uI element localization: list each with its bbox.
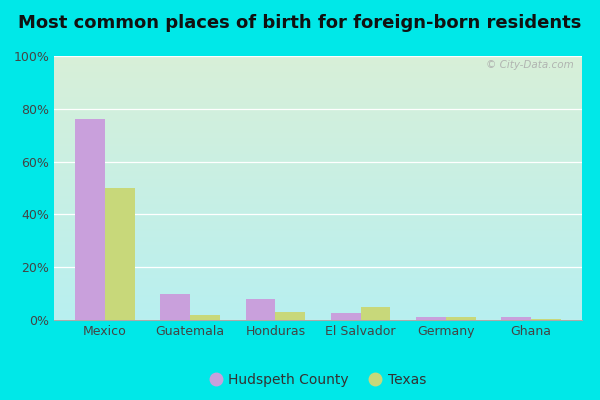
Bar [75,119,105,320]
Bar [190,315,220,320]
Text: Most common places of birth for foreign-born residents: Most common places of birth for foreign-… [19,14,581,32]
Bar [105,188,135,320]
Bar [416,317,446,320]
Bar [275,312,305,320]
Bar [245,299,275,320]
Legend: Hudspeth County, Texas: Hudspeth County, Texas [205,367,431,392]
Bar [331,314,361,320]
Bar [501,317,531,320]
Bar [446,317,476,320]
Bar [361,307,391,320]
Bar [160,294,190,320]
Bar [531,319,561,320]
Text: © City-Data.com: © City-Data.com [487,60,574,70]
